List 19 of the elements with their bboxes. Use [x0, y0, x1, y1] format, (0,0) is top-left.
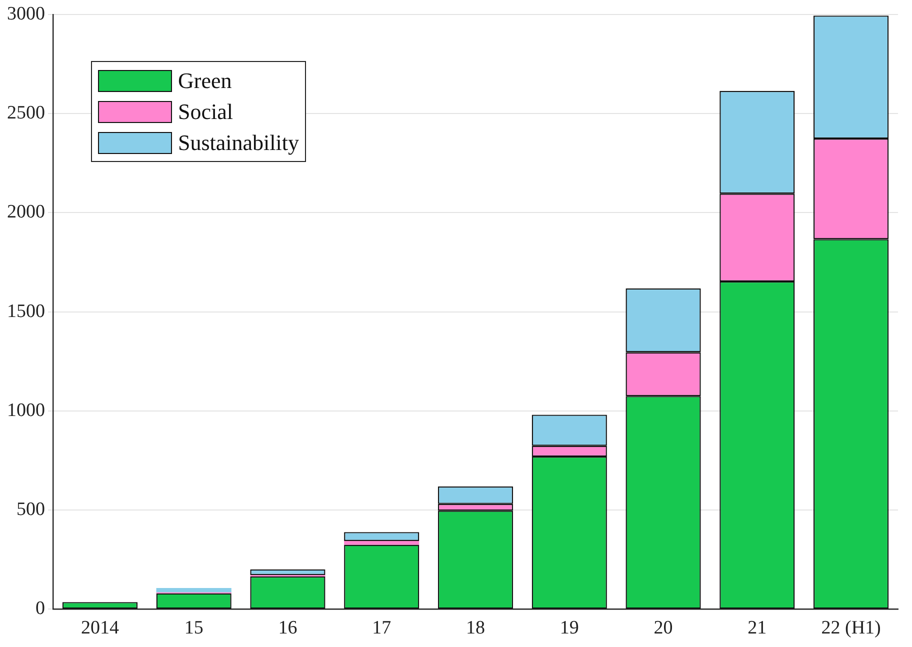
- legend-label: Social: [178, 98, 233, 125]
- legend-label: Sustainability: [178, 130, 299, 156]
- y-tick-label: 2500: [7, 102, 45, 124]
- x-tick-label: 20: [654, 618, 673, 639]
- y-tick-label: 0: [36, 598, 45, 620]
- y-tick-label: 1500: [7, 300, 45, 322]
- x-tick-label: 21: [748, 618, 767, 639]
- x-tick-label: 19: [560, 618, 579, 639]
- x-tick-label: 16: [278, 618, 298, 639]
- x-tick-label: 2014: [80, 618, 120, 639]
- y-tick-label: 1000: [7, 400, 45, 421]
- x-tick-label: 15: [184, 618, 204, 639]
- y-tick-label: 500: [16, 499, 45, 520]
- x-tick-label: 17: [372, 618, 392, 639]
- y-tick-label: 2000: [7, 202, 45, 223]
- x-tick-label: 18: [466, 618, 485, 639]
- legend-label: Green: [178, 68, 232, 94]
- y-tick-label: 3000: [7, 3, 45, 24]
- x-tick-label: 22 (H1): [821, 618, 881, 639]
